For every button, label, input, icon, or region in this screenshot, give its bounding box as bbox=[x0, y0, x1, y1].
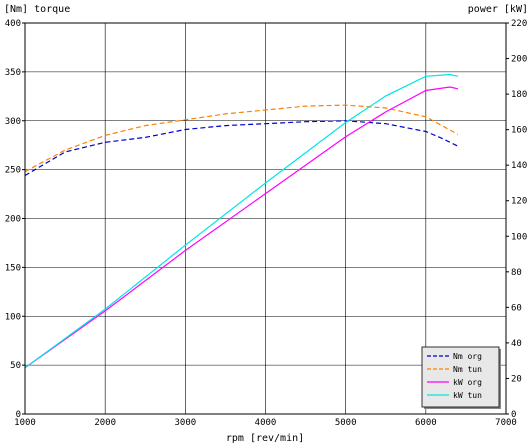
y-right-tick-label: 100 bbox=[511, 232, 527, 242]
y-left-tick-label: 200 bbox=[5, 215, 21, 225]
series-line-kw-org bbox=[24, 86, 459, 369]
tick-labels: 1000 2000 3000 4000 5000 6000 7000050100150200… bbox=[5, 19, 528, 428]
legend-label: kW tun bbox=[453, 391, 482, 400]
right-axis-label: power [kW] bbox=[468, 4, 528, 15]
x-tick-label: 4000 bbox=[255, 418, 277, 428]
y-left-tick-label: 350 bbox=[5, 68, 21, 78]
y-left-tick-label: 300 bbox=[5, 117, 21, 127]
y-right-tick-label: 20 bbox=[511, 374, 522, 384]
series-line-nm-org bbox=[24, 120, 459, 177]
series-line-nm-tun bbox=[24, 104, 459, 173]
legend-box bbox=[421, 346, 500, 408]
y-right-tick-label: 220 bbox=[511, 19, 527, 29]
y-right-tick-label: 180 bbox=[511, 90, 527, 100]
y-right-tick-label: 140 bbox=[511, 161, 527, 171]
y-left-tick-label: 0 bbox=[16, 410, 21, 420]
y-right-tick-label: 40 bbox=[511, 339, 522, 349]
legend: Nm org Nm tun kW org kW tun bbox=[421, 346, 501, 409]
y-right-tick-label: 60 bbox=[511, 303, 522, 313]
x-tick-label: 3000 bbox=[174, 418, 196, 428]
y-left-tick-label: 100 bbox=[5, 312, 21, 322]
y-right-tick-label: 160 bbox=[511, 126, 527, 136]
series-line-kw-tun bbox=[24, 73, 459, 369]
x-tick-label: 6000 bbox=[415, 418, 437, 428]
x-tick-label: 5000 bbox=[335, 418, 357, 428]
grid bbox=[25, 23, 506, 414]
y-right-tick-label: 120 bbox=[511, 197, 527, 207]
legend-label: Nm tun bbox=[453, 365, 482, 374]
legend-label: Nm org bbox=[453, 352, 482, 361]
x-axis-label: rpm [rev/min] bbox=[226, 433, 304, 444]
legend-label: kW org bbox=[453, 378, 482, 387]
y-left-tick-label: 400 bbox=[5, 19, 21, 29]
x-tick-label: 1000 bbox=[14, 418, 36, 428]
y-right-tick-label: 0 bbox=[511, 410, 516, 420]
x-tick-label: 2000 bbox=[94, 418, 116, 428]
series-lines bbox=[24, 73, 459, 369]
y-left-tick-label: 50 bbox=[10, 361, 21, 371]
left-axis-label: [Nm] torque bbox=[4, 4, 70, 15]
y-left-tick-label: 150 bbox=[5, 263, 21, 273]
x-tick-label: 7000 bbox=[495, 418, 517, 428]
y-left-tick-label: 250 bbox=[5, 166, 21, 176]
y-right-tick-label: 200 bbox=[511, 55, 527, 65]
y-right-tick-label: 80 bbox=[511, 268, 522, 278]
